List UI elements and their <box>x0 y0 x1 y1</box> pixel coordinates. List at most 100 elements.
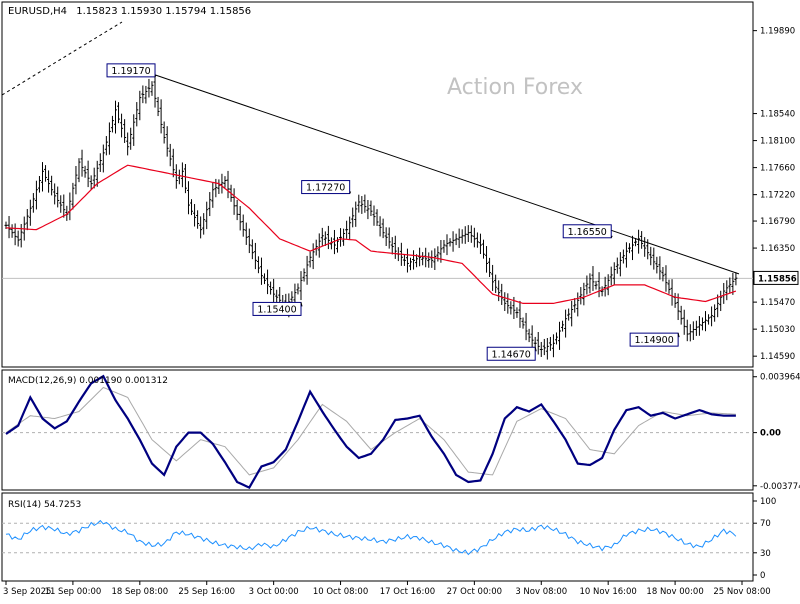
annotation-label: 1.19170 <box>111 66 150 77</box>
price-bar <box>460 229 464 244</box>
price-bar <box>518 300 522 328</box>
price-bar <box>89 175 93 190</box>
price-bar <box>110 115 114 133</box>
price-bar <box>247 228 251 254</box>
price-bar <box>408 257 412 271</box>
price-bar <box>384 227 388 247</box>
annotation-box <box>252 301 302 316</box>
price-bar <box>174 164 178 189</box>
price-bar <box>649 246 653 266</box>
price-bar <box>530 325 534 350</box>
price-bar <box>135 102 139 127</box>
price-bar <box>263 273 267 285</box>
price-bar <box>299 271 303 301</box>
price-bar <box>615 257 619 274</box>
macd-line <box>5 374 736 490</box>
rsi-line <box>5 519 737 556</box>
price-bar <box>266 269 270 295</box>
price-bar <box>308 251 312 268</box>
price-bar <box>320 227 324 246</box>
price-bar <box>256 256 260 274</box>
price-bar <box>332 229 336 255</box>
price-bar <box>259 257 263 285</box>
price-axis-label: 1.17220 <box>760 191 795 201</box>
price-bar <box>688 324 692 342</box>
price-bar <box>193 204 197 227</box>
price-bar <box>707 314 711 325</box>
annotation-box <box>486 346 536 361</box>
time-axis-label: 10 Nov 16:00 <box>580 587 637 597</box>
price-bar <box>393 235 397 259</box>
price-bar <box>694 320 698 336</box>
price-axis-label: 1.19890 <box>760 27 795 37</box>
price-bar <box>235 199 239 221</box>
price-bar <box>466 225 470 243</box>
price-bar <box>378 216 382 237</box>
price-axis-label: 1.16350 <box>760 244 795 254</box>
price-bar <box>269 281 273 295</box>
price-bar <box>244 222 248 245</box>
price-bar <box>558 321 562 350</box>
price-bar <box>539 341 543 357</box>
price-bar <box>171 148 175 178</box>
price-bar <box>74 165 78 195</box>
price-bar <box>223 176 227 188</box>
price-axis-label: 1.18100 <box>760 137 795 147</box>
macd-axis-label: -0.003774 <box>760 482 800 492</box>
price-annotation: 1.16550 <box>562 224 613 239</box>
macd-axis-label: 0.003964 <box>760 373 800 383</box>
price-bar <box>655 256 659 274</box>
rsi-panel-frame <box>1 492 754 582</box>
price-bar <box>351 207 355 228</box>
time-axis-label: 11 Sep 00:00 <box>45 587 102 597</box>
price-bar <box>624 242 628 268</box>
annotation-label: 1.15400 <box>257 304 296 315</box>
price-bar <box>582 282 586 306</box>
price-bar <box>497 280 501 302</box>
rsi-axis-label: 70 <box>760 519 771 529</box>
price-bar <box>640 231 644 249</box>
price-annotation: 1.14900 <box>629 332 680 347</box>
price-bar <box>138 90 142 121</box>
price-bar <box>509 301 513 315</box>
price-bar <box>10 224 14 238</box>
symbol-label: EURUSD,H4 <box>8 6 67 17</box>
last-price-label: 1.15856 <box>758 274 797 284</box>
price-bar <box>415 254 419 268</box>
price-bar <box>183 164 187 194</box>
last-price-tag: 1.15856 <box>753 270 799 285</box>
price-bar <box>478 233 482 255</box>
price-bar <box>357 194 361 213</box>
price-bar <box>199 216 203 239</box>
annotation-label: 1.16550 <box>568 227 607 238</box>
price-bar <box>515 307 519 318</box>
price-bar <box>469 225 473 243</box>
time-axis-label: 18 Sep 08:00 <box>111 587 168 597</box>
price-bar <box>570 300 574 327</box>
price-bar <box>132 114 136 146</box>
price-panel-frame <box>1 1 754 368</box>
price-bar <box>588 273 592 294</box>
price-bar <box>98 153 102 172</box>
price-annotation: 1.17270 <box>301 180 352 195</box>
price-bar <box>372 205 376 226</box>
price-bar <box>7 216 11 239</box>
price-bar <box>542 338 546 356</box>
price-bar <box>369 200 373 217</box>
rsi-axis-label: 100 <box>760 497 776 507</box>
price-bar <box>168 143 172 167</box>
price-bar <box>296 283 300 295</box>
price-bar <box>363 194 367 213</box>
price-bar <box>31 193 35 213</box>
price-bar <box>658 256 662 280</box>
svg-text:EURUSD,H4 1.15823 1.1593: EURUSD,H4 1.15823 1.15930 1.15794 1.1585… <box>8 6 251 17</box>
price-bar <box>275 289 279 304</box>
price-bar <box>83 165 87 178</box>
annotation-box <box>629 332 679 347</box>
price-bar <box>536 331 540 355</box>
price-bar <box>627 243 631 254</box>
price-bar <box>126 132 130 156</box>
rsi-axis-label: 0 <box>760 571 765 581</box>
price-bar <box>494 274 498 293</box>
price-bar <box>241 214 245 237</box>
